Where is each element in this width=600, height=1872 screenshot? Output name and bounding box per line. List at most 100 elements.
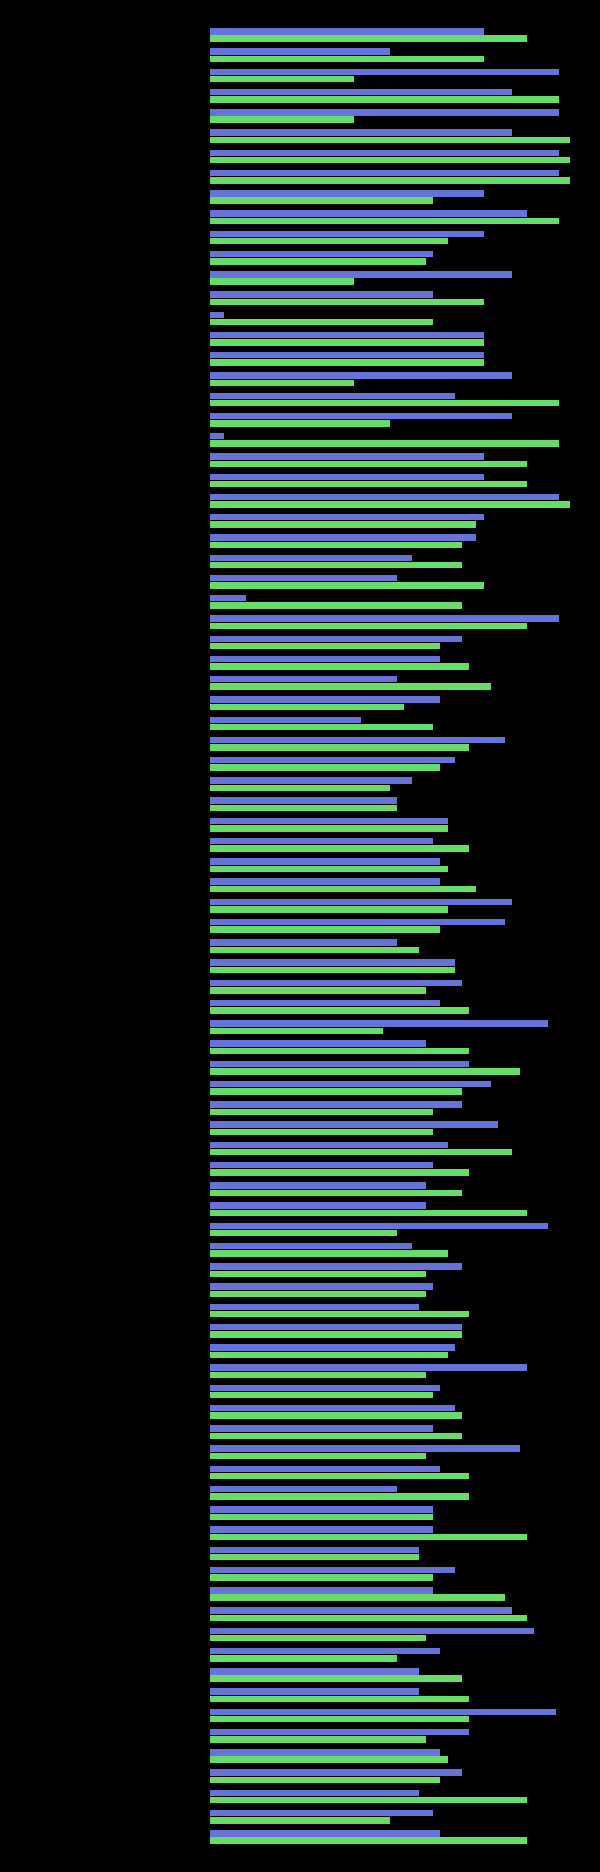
Bar: [210, 1170, 469, 1176]
Bar: [210, 1243, 412, 1249]
Bar: [210, 1088, 462, 1095]
Bar: [210, 906, 448, 912]
Bar: [210, 419, 390, 427]
Bar: [210, 1310, 469, 1318]
Bar: [210, 1777, 440, 1784]
Bar: [210, 258, 426, 264]
Bar: [210, 1735, 426, 1743]
Bar: [210, 359, 484, 365]
Bar: [210, 474, 484, 479]
Bar: [210, 1209, 527, 1217]
Bar: [210, 1041, 426, 1046]
Bar: [210, 1546, 419, 1554]
Bar: [210, 210, 527, 217]
Bar: [210, 1689, 419, 1694]
Bar: [210, 1183, 426, 1189]
Bar: [210, 940, 397, 945]
Bar: [210, 947, 419, 953]
Bar: [210, 1425, 433, 1432]
Bar: [210, 520, 476, 528]
Bar: [210, 88, 512, 95]
Bar: [210, 1797, 527, 1803]
Bar: [210, 1473, 469, 1479]
Bar: [210, 1608, 512, 1614]
Bar: [210, 1709, 556, 1715]
Bar: [210, 170, 559, 176]
Bar: [210, 724, 433, 730]
Bar: [210, 481, 527, 487]
Bar: [210, 393, 455, 399]
Bar: [210, 298, 484, 305]
Bar: [210, 1567, 455, 1574]
Bar: [210, 440, 559, 447]
Bar: [210, 623, 527, 629]
Bar: [210, 1453, 426, 1460]
Bar: [210, 1202, 426, 1209]
Bar: [210, 109, 559, 116]
Bar: [210, 1230, 397, 1237]
Bar: [210, 704, 404, 709]
Bar: [210, 1129, 433, 1134]
Bar: [210, 1507, 433, 1513]
Bar: [210, 178, 570, 183]
Bar: [210, 805, 397, 811]
Bar: [210, 534, 476, 541]
Bar: [210, 878, 440, 885]
Bar: [210, 1344, 455, 1352]
Bar: [210, 1331, 462, 1338]
Bar: [210, 777, 412, 784]
Bar: [210, 1393, 433, 1398]
Bar: [210, 738, 505, 743]
Bar: [210, 217, 559, 225]
Bar: [210, 865, 448, 872]
Bar: [210, 279, 354, 285]
Bar: [210, 1466, 440, 1471]
Bar: [210, 655, 440, 663]
Bar: [210, 663, 469, 670]
Bar: [210, 1696, 469, 1702]
Bar: [210, 95, 559, 103]
Bar: [210, 515, 484, 520]
Bar: [210, 1352, 448, 1357]
Bar: [210, 696, 440, 702]
Bar: [210, 1324, 462, 1331]
Bar: [210, 743, 469, 751]
Bar: [210, 1595, 505, 1601]
Bar: [210, 818, 448, 824]
Bar: [210, 960, 455, 966]
Bar: [210, 129, 512, 137]
Bar: [210, 1831, 440, 1836]
Bar: [210, 562, 462, 569]
Bar: [210, 987, 426, 994]
Bar: [210, 582, 484, 588]
Bar: [210, 1655, 397, 1662]
Bar: [210, 1769, 462, 1777]
Bar: [210, 1730, 469, 1735]
Bar: [210, 927, 440, 932]
Bar: [210, 251, 433, 256]
Bar: [210, 1445, 520, 1453]
Bar: [210, 271, 512, 277]
Bar: [210, 541, 462, 548]
Bar: [210, 1790, 419, 1795]
Bar: [210, 595, 246, 601]
Bar: [210, 966, 455, 973]
Bar: [210, 554, 412, 562]
Bar: [210, 784, 390, 792]
Bar: [210, 1411, 462, 1419]
Bar: [210, 635, 462, 642]
Bar: [210, 502, 570, 507]
Bar: [210, 1121, 498, 1129]
Bar: [210, 1250, 448, 1256]
Bar: [210, 116, 354, 124]
Bar: [210, 857, 440, 865]
Bar: [210, 230, 484, 238]
Bar: [210, 717, 361, 723]
Bar: [210, 56, 484, 62]
Bar: [210, 1061, 469, 1067]
Bar: [210, 36, 527, 41]
Bar: [210, 1163, 433, 1168]
Bar: [210, 1486, 397, 1492]
Bar: [210, 1494, 469, 1499]
Bar: [210, 1668, 419, 1675]
